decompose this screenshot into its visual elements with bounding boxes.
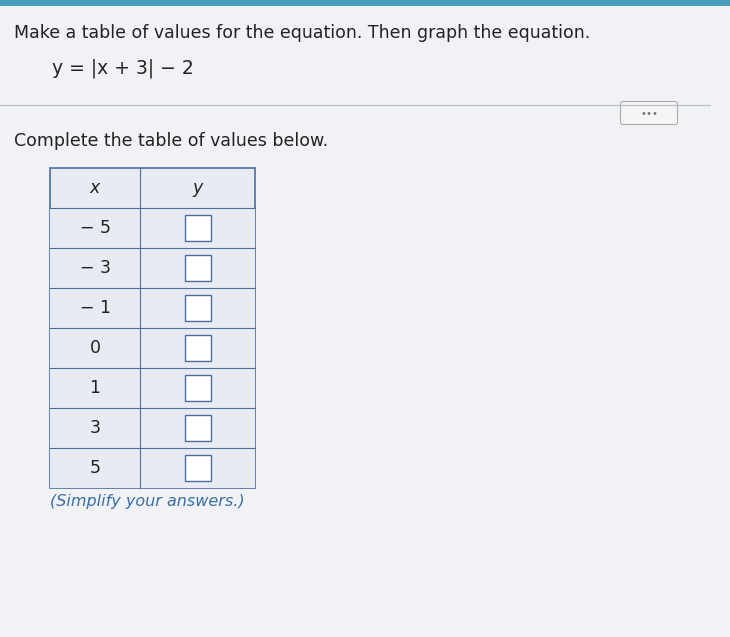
Bar xyxy=(185,415,210,441)
Bar xyxy=(0,0,730,6)
Bar xyxy=(140,368,255,408)
Text: 1: 1 xyxy=(90,379,101,397)
Text: 3: 3 xyxy=(90,419,101,437)
Text: − 5: − 5 xyxy=(80,219,110,237)
Bar xyxy=(50,168,255,488)
Bar xyxy=(50,408,140,448)
Bar xyxy=(140,408,255,448)
Text: − 1: − 1 xyxy=(80,299,110,317)
Bar xyxy=(185,215,210,241)
Bar xyxy=(50,448,140,488)
Bar xyxy=(185,295,210,321)
Bar xyxy=(185,375,210,401)
Text: 0: 0 xyxy=(90,339,101,357)
Text: − 3: − 3 xyxy=(80,259,110,277)
Bar xyxy=(140,248,255,288)
Text: 5: 5 xyxy=(90,459,101,477)
Text: (Simplify your answers.): (Simplify your answers.) xyxy=(50,494,245,509)
Bar xyxy=(50,288,140,328)
Bar xyxy=(140,288,255,328)
Bar xyxy=(140,448,255,488)
Bar xyxy=(50,248,140,288)
FancyBboxPatch shape xyxy=(620,101,677,124)
Text: •••: ••• xyxy=(640,109,658,119)
Bar xyxy=(140,208,255,248)
Bar xyxy=(140,328,255,368)
Text: x: x xyxy=(90,179,100,197)
Bar xyxy=(185,455,210,481)
Text: Complete the table of values below.: Complete the table of values below. xyxy=(14,132,328,150)
Bar xyxy=(50,328,140,368)
Bar xyxy=(50,208,140,248)
Bar xyxy=(50,368,140,408)
Bar xyxy=(185,335,210,361)
Text: y: y xyxy=(193,179,203,197)
Bar xyxy=(185,255,210,281)
Text: y = |x + 3| − 2: y = |x + 3| − 2 xyxy=(52,58,193,78)
Text: Make a table of values for the equation. Then graph the equation.: Make a table of values for the equation.… xyxy=(14,24,591,42)
